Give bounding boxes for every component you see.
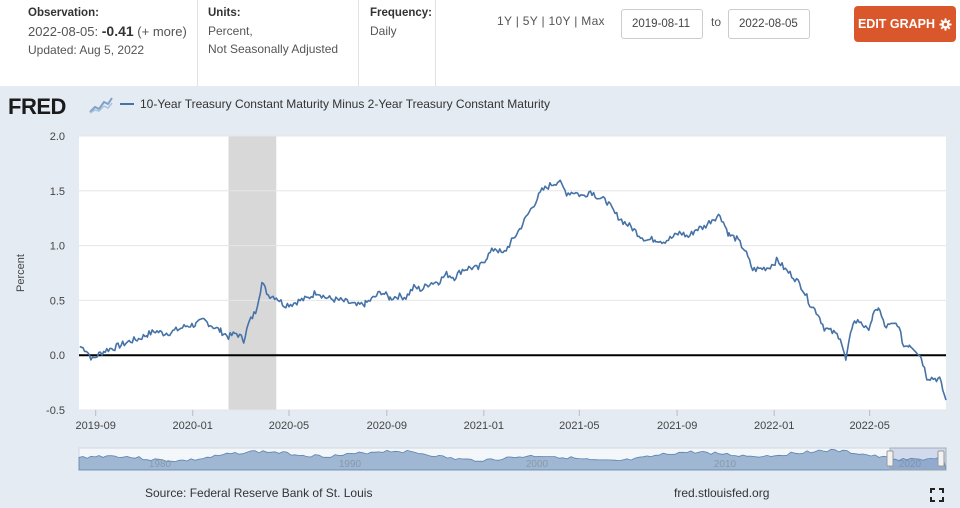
series-line[interactable] [79,179,947,401]
navigator-label: 1990 [339,459,362,470]
x-tick-label: 2020-09 [367,420,407,432]
range-10y-button[interactable]: 10Y [548,14,571,28]
fred-logo[interactable]: FRED [8,94,66,119]
source-text: Source: Federal Reserve Bank of St. Loui… [145,486,373,500]
y-tick-label: 0.5 [50,295,65,307]
observation-date: 2022-08-05: [28,24,99,39]
range-sep: | [574,14,578,28]
navigator-label: 2020 [899,459,922,470]
navigator-handle[interactable] [937,450,945,467]
observation-more-link[interactable]: (+ more) [137,24,187,39]
units-value-1: Percent, [208,24,253,38]
y-tick-label: 1.0 [50,241,65,253]
navigator-handle[interactable] [886,450,894,467]
x-tick-label: 2021-09 [657,420,697,432]
x-tick-label: 2022-01 [754,420,794,432]
frequency-label: Frequency: [370,7,432,19]
y-axis-label: Percent [15,254,27,292]
observation-block: Observation: 2022-08-05: -0.41 (+ more) … [28,4,188,59]
source-url-link[interactable]: fred.stlouisfed.org [674,486,770,500]
navigator-label: 2010 [714,459,737,470]
divider [197,0,198,86]
units-block: Units: Percent, Not Seasonally Adjusted [208,4,358,58]
fred-chart-logo-icon [89,96,113,114]
date-to-label: to [711,15,722,29]
navigator-label: 2000 [526,459,549,470]
recession-shading [228,136,277,410]
y-tick-label: -0.5 [46,405,65,417]
y-tick-label: 1.5 [50,186,65,198]
x-tick-label: 2021-01 [464,420,504,432]
x-tick-label: 2022-05 [849,420,889,432]
edit-graph-button[interactable]: EDIT GRAPH [854,6,956,42]
x-tick-label: 2019-09 [76,420,116,432]
start-date-input[interactable] [621,9,703,39]
divider [358,0,359,86]
units-label: Units: [208,7,241,19]
legend-label: 10-Year Treasury Constant Maturity Minus… [140,97,550,111]
x-tick-label: 2020-01 [173,420,213,432]
range-5y-button[interactable]: 5Y [522,14,538,28]
units-value-2: Not Seasonally Adjusted [208,42,339,56]
navigator-series [78,448,947,471]
frequency-block: Frequency: Daily [370,4,440,40]
range-1y-button[interactable]: 1Y [497,14,513,28]
chart-svg[interactable]: -0.5 0.0 0.5 1.0 1.5 2.0 Percent 2019-09 2020-01… [0,120,960,482]
gear-icon [939,17,952,31]
range-selector: 1Y | 5Y | 10Y | Max [497,14,605,28]
updated-date: Updated: Aug 5, 2022 [28,43,145,57]
frequency-value: Daily [370,24,397,38]
legend-swatch [120,103,134,105]
header-bar: Observation: 2022-08-05: -0.41 (+ more) … [0,0,960,86]
plot-area [79,136,946,410]
divider [435,0,436,86]
y-tick-label: 0.0 [50,350,65,362]
range-max-button[interactable]: Max [581,14,605,28]
end-date-input[interactable] [728,9,810,39]
fullscreen-icon[interactable] [930,488,944,502]
y-tick-label: 2.0 [50,131,65,143]
observation-value-line: 2022-08-05: -0.41 (+ more) [28,22,188,41]
range-sep: | [515,14,520,28]
navigator-label: 1980 [149,459,172,470]
edit-graph-label: EDIT GRAPH [857,17,936,31]
x-tick-label: 2021-05 [559,420,599,432]
range-sep: | [541,14,545,28]
x-tick-label: 2020-05 [269,420,309,432]
chart-legend: 10-Year Treasury Constant Maturity Minus… [120,97,550,111]
observation-label: Observation: [28,7,99,19]
observation-value: -0.41 [101,23,134,39]
